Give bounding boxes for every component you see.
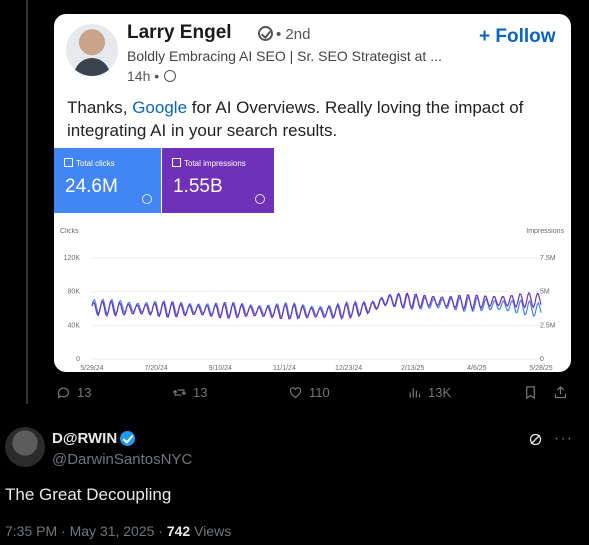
total-impressions-label: Total impressions bbox=[172, 158, 246, 168]
x-tick-label: 5/28/25 bbox=[529, 365, 552, 372]
like-button[interactable]: 110 bbox=[288, 385, 330, 400]
thread-line bbox=[26, 0, 28, 404]
post-text-end: for AI Overviews. Really loving the impa… bbox=[67, 98, 524, 140]
tweet-timestamp[interactable]: 7:35 PM · May 31, 2025 · bbox=[5, 523, 167, 539]
quoted-post-action-bar: 13 13 110 13K bbox=[0, 385, 589, 407]
view-count: 13K bbox=[428, 385, 452, 400]
impressions-series-line bbox=[91, 291, 542, 320]
follow-button: + Follow bbox=[479, 26, 556, 47]
verified-icon bbox=[258, 26, 273, 41]
verified-badge-icon bbox=[120, 431, 135, 446]
post-time: 14h • bbox=[127, 68, 160, 84]
author-headline: Boldly Embracing AI SEO | Sr. SEO Strate… bbox=[127, 48, 442, 64]
tweet-views-count: 742 bbox=[166, 523, 191, 539]
post-text: Thanks, Google for AI Overviews. Really … bbox=[67, 96, 547, 142]
views-button[interactable]: 13K bbox=[407, 385, 451, 400]
left-tick-label: 120K bbox=[64, 255, 81, 262]
left-tick-label: 80K bbox=[68, 289, 81, 296]
tweet-metadata: 7:35 PM · May 31, 2025 · 742 Views bbox=[5, 523, 231, 539]
google-link: Google bbox=[132, 98, 188, 117]
tweet-views-label: Views bbox=[190, 523, 232, 539]
reply-button[interactable]: 13 bbox=[56, 385, 91, 400]
repost-button[interactable]: 13 bbox=[172, 385, 207, 400]
x-tick-label: 11/1/24 bbox=[273, 365, 296, 372]
right-tick-label: 7.5M bbox=[540, 255, 556, 262]
display-name[interactable]: D@RWIN bbox=[52, 430, 118, 447]
total-clicks-tile: Total clicks 24.6M bbox=[54, 148, 161, 213]
left-tick-label: 40K bbox=[68, 322, 81, 329]
share-button[interactable] bbox=[553, 385, 568, 400]
right-tick-label: 0 bbox=[540, 356, 544, 363]
total-clicks-label: Total clicks bbox=[64, 158, 115, 168]
like-count: 110 bbox=[309, 385, 330, 400]
bookmark-icon bbox=[526, 386, 535, 400]
author-name: Larry Engel bbox=[127, 22, 232, 43]
more-options-icon[interactable]: ··· bbox=[554, 430, 573, 447]
left-axis-title: Clicks bbox=[60, 228, 79, 235]
total-impressions-tile: Total impressions 1.55B bbox=[162, 148, 274, 213]
x-tick-label: 4/6/25 bbox=[467, 365, 487, 372]
post-text-start: Thanks, bbox=[67, 98, 133, 117]
x-tick-label: 7/20/24 bbox=[144, 365, 167, 372]
quoted-linkedin-screenshot: Larry Engel • 2nd + Follow Boldly Embrac… bbox=[54, 14, 571, 372]
avatar[interactable] bbox=[5, 427, 45, 467]
right-tick-label: 5M bbox=[540, 289, 550, 296]
left-tick-label: 0 bbox=[76, 356, 80, 363]
bookmark-button[interactable] bbox=[523, 385, 538, 400]
connection-degree: • 2nd bbox=[276, 26, 311, 43]
x-tick-label: 9/10/24 bbox=[209, 365, 232, 372]
tweet-text: The Great Decoupling bbox=[5, 485, 172, 504]
total-impressions-value: 1.55B bbox=[173, 176, 223, 197]
reply-icon bbox=[57, 387, 70, 399]
author-avatar bbox=[66, 24, 118, 76]
help-icon bbox=[255, 194, 265, 204]
right-axis-title: Impressions bbox=[526, 228, 564, 235]
total-clicks-value: 24.6M bbox=[65, 176, 118, 197]
repost-icon bbox=[172, 389, 187, 396]
grok-icon[interactable] bbox=[528, 432, 543, 447]
x-tick-label: 5/29/24 bbox=[80, 365, 103, 372]
x-tick-label: 2/13/25 bbox=[401, 365, 424, 372]
reply-count: 13 bbox=[77, 385, 92, 400]
help-icon bbox=[142, 194, 152, 204]
heart-icon bbox=[289, 387, 302, 399]
views-chart-icon bbox=[409, 388, 421, 398]
performance-chart: Clicks Impressions120K80K40K07.5M5M2.5M05… bbox=[60, 228, 565, 372]
handle[interactable]: @DarwinSantosNYC bbox=[52, 451, 193, 468]
repost-count: 13 bbox=[193, 385, 208, 400]
right-tick-label: 2.5M bbox=[540, 322, 556, 329]
share-icon bbox=[554, 385, 567, 399]
x-tick-label: 12/23/24 bbox=[335, 365, 362, 372]
globe-icon bbox=[164, 70, 176, 82]
